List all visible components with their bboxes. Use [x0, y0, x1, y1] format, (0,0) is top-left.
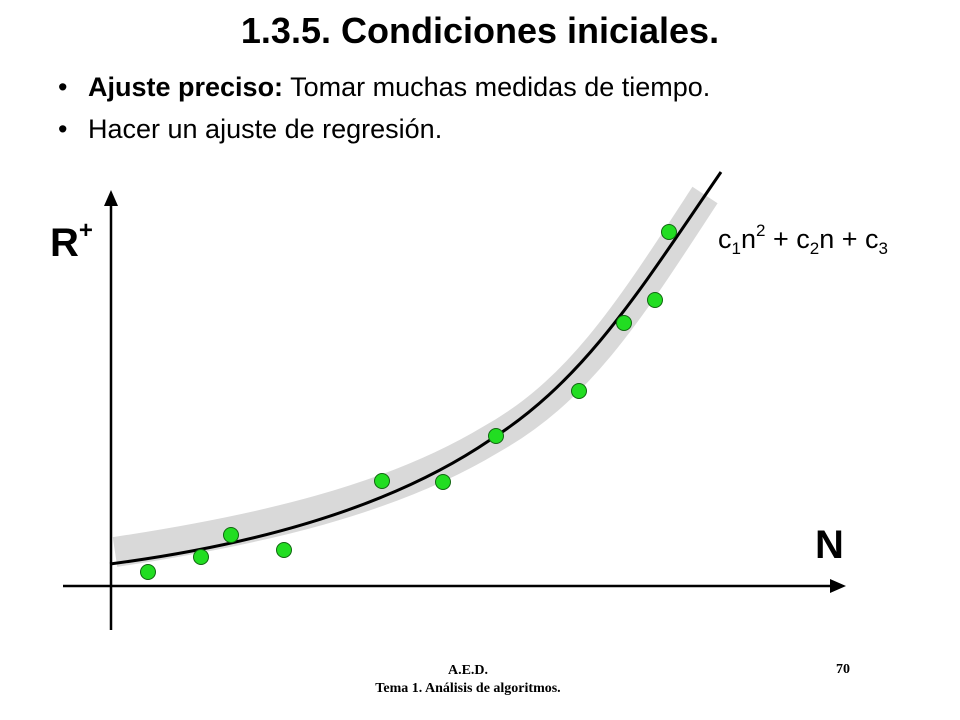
bullet-list: • Ajuste preciso: Tomar muchas medidas de…	[58, 66, 710, 150]
bullet-item: • Hacer un ajuste de regresión.	[58, 114, 443, 144]
x-axis-label: N	[815, 523, 844, 567]
bullet-bold: Ajuste preciso:	[88, 72, 284, 102]
y-axis-arrow-icon	[104, 190, 118, 206]
slide-title: 1.3.5. Condiciones iniciales.	[240, 10, 720, 51]
data-point	[276, 542, 292, 558]
page-number: 70	[836, 662, 850, 677]
data-point	[661, 224, 677, 240]
regression-formula: c1n2 + c2n + c3	[718, 221, 888, 258]
x-axis-arrow-icon	[830, 579, 846, 593]
footer-line2: Tema 1. Análisis de algoritmos.	[375, 681, 561, 696]
regression-curve	[109, 171, 723, 566]
bullet-text: Hacer un ajuste de regresión.	[88, 114, 443, 144]
y-axis-label: R+	[50, 217, 93, 265]
data-point	[374, 473, 390, 489]
data-point	[571, 383, 587, 399]
footer-line1: A.E.D.	[447, 663, 489, 678]
data-point	[223, 527, 239, 543]
footer-course: A.E.D. Tema 1. Análisis de algoritmos.	[0, 662, 936, 698]
confidence-band	[112, 186, 718, 567]
data-point	[647, 292, 663, 308]
data-point	[140, 564, 156, 580]
data-point	[616, 315, 632, 331]
bullet-item: • Ajuste preciso: Tomar muchas medidas de…	[58, 72, 711, 102]
data-point	[488, 428, 504, 444]
data-points	[140, 224, 677, 580]
bullet-text: Tomar muchas medidas de tiempo.	[283, 72, 711, 102]
data-point	[435, 474, 451, 490]
data-point	[193, 549, 209, 565]
